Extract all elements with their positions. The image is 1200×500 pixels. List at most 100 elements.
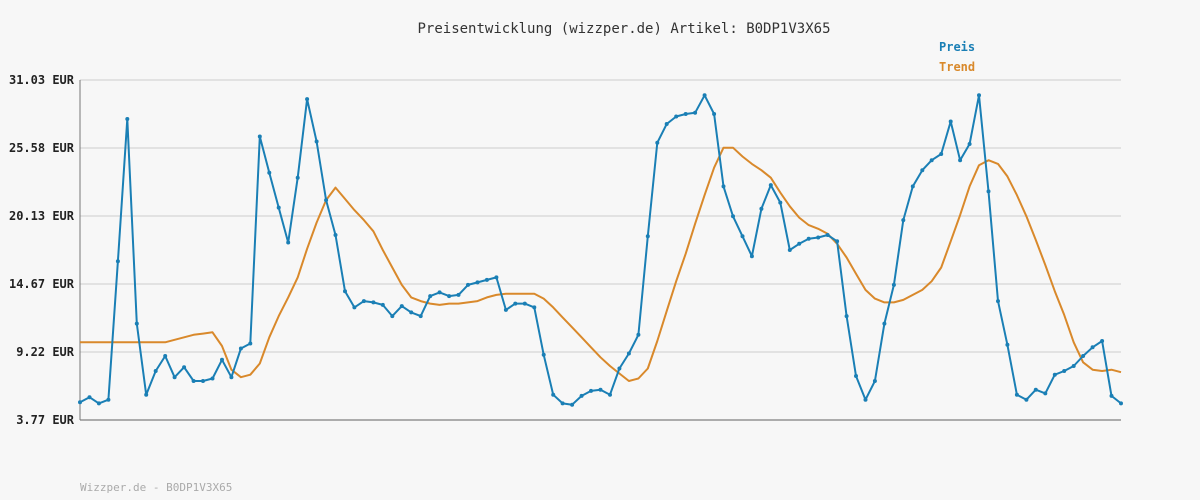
data-point xyxy=(229,375,234,380)
data-point xyxy=(749,254,754,259)
grid-lines xyxy=(80,79,1121,421)
series-layer xyxy=(78,93,1123,407)
data-point xyxy=(797,241,802,246)
data-point xyxy=(693,110,698,115)
y-axis-ticks: 31.03 EUR 25.58 EUR 20.13 EUR 14.67 EUR 9.22… xyxy=(9,73,75,427)
y-tick-label: 25.58 EUR xyxy=(9,141,75,155)
data-point xyxy=(910,184,915,189)
data-point xyxy=(238,346,243,351)
data-point xyxy=(863,397,868,402)
data-point xyxy=(664,122,669,126)
data-point xyxy=(390,314,395,319)
data-point xyxy=(1100,339,1105,343)
data-point xyxy=(494,275,499,280)
data-point xyxy=(844,314,849,319)
data-point xyxy=(324,198,329,203)
data-point xyxy=(399,304,404,309)
data-point xyxy=(437,290,442,295)
data-point xyxy=(1071,364,1076,368)
data-point xyxy=(1043,391,1048,396)
data-point xyxy=(1109,393,1114,398)
series-line-trend xyxy=(80,146,1122,382)
data-point xyxy=(276,205,281,210)
data-point xyxy=(210,376,215,381)
data-point xyxy=(106,397,111,402)
data-point xyxy=(1014,392,1019,397)
data-point xyxy=(153,369,158,373)
data-point xyxy=(1052,372,1057,377)
data-point xyxy=(333,233,338,237)
data-point xyxy=(560,401,565,406)
data-point xyxy=(806,236,811,241)
data-point xyxy=(532,305,537,310)
legend-preis: Preis xyxy=(939,40,975,54)
data-point xyxy=(712,112,717,116)
data-point xyxy=(428,294,433,299)
data-point xyxy=(608,392,612,397)
data-point xyxy=(731,214,735,219)
data-point xyxy=(655,140,660,145)
legend-trend: Trend xyxy=(939,60,975,74)
data-point xyxy=(570,402,575,407)
data-point xyxy=(816,235,821,240)
data-point xyxy=(87,395,92,400)
data-point xyxy=(901,218,906,223)
data-point xyxy=(1090,345,1095,350)
data-point xyxy=(522,301,527,306)
data-point xyxy=(551,392,556,397)
data-point xyxy=(636,332,641,337)
data-point xyxy=(182,365,187,370)
data-point xyxy=(1062,369,1067,373)
data-point xyxy=(589,388,593,393)
data-point xyxy=(201,379,205,383)
data-point xyxy=(835,239,840,244)
data-point xyxy=(220,357,224,362)
data-point xyxy=(645,234,650,239)
data-point xyxy=(1119,401,1123,406)
data-point xyxy=(371,300,376,305)
data-point xyxy=(617,366,622,371)
data-point xyxy=(626,351,631,356)
y-tick-label: 14.67 EUR xyxy=(9,277,75,291)
data-point xyxy=(456,292,461,297)
data-point xyxy=(134,321,139,326)
data-point xyxy=(361,299,366,304)
data-point xyxy=(115,259,120,264)
data-point xyxy=(1081,354,1086,358)
data-point xyxy=(579,393,584,398)
data-point xyxy=(1033,387,1038,392)
data-point xyxy=(286,240,291,245)
data-point xyxy=(759,206,764,211)
data-point xyxy=(144,392,149,397)
data-point xyxy=(191,379,196,383)
data-point xyxy=(163,354,168,358)
data-point xyxy=(409,310,414,315)
data-point xyxy=(447,294,452,299)
data-point xyxy=(96,401,101,406)
data-point xyxy=(825,233,830,237)
data-point xyxy=(683,112,688,116)
data-point xyxy=(267,170,272,175)
data-point xyxy=(929,158,934,163)
data-point xyxy=(418,314,423,319)
data-point xyxy=(948,119,953,124)
data-point xyxy=(920,168,925,173)
data-point xyxy=(343,289,347,294)
data-point xyxy=(778,200,783,205)
data-point xyxy=(513,301,518,306)
data-point xyxy=(305,97,310,102)
data-point xyxy=(125,117,130,121)
data-point xyxy=(872,379,877,383)
data-point xyxy=(702,93,707,98)
data-point xyxy=(314,139,319,144)
footer-text: Wizzper.de - B0DP1V3X65 xyxy=(80,481,232,494)
data-point xyxy=(352,305,357,310)
data-point xyxy=(295,175,300,180)
data-point xyxy=(541,352,546,357)
data-point xyxy=(466,282,470,287)
data-point xyxy=(986,189,991,194)
data-point xyxy=(172,375,177,380)
data-point xyxy=(503,307,508,312)
data-point xyxy=(484,277,489,282)
